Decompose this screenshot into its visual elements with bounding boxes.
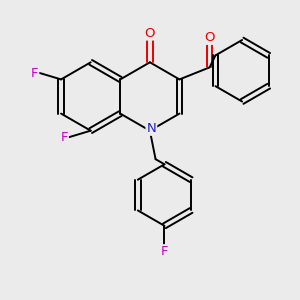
Text: O: O	[204, 31, 215, 44]
Text: O: O	[145, 26, 155, 40]
Text: F: F	[31, 67, 38, 80]
Text: N: N	[146, 122, 156, 135]
Text: F: F	[60, 130, 68, 144]
Text: F: F	[161, 245, 168, 258]
